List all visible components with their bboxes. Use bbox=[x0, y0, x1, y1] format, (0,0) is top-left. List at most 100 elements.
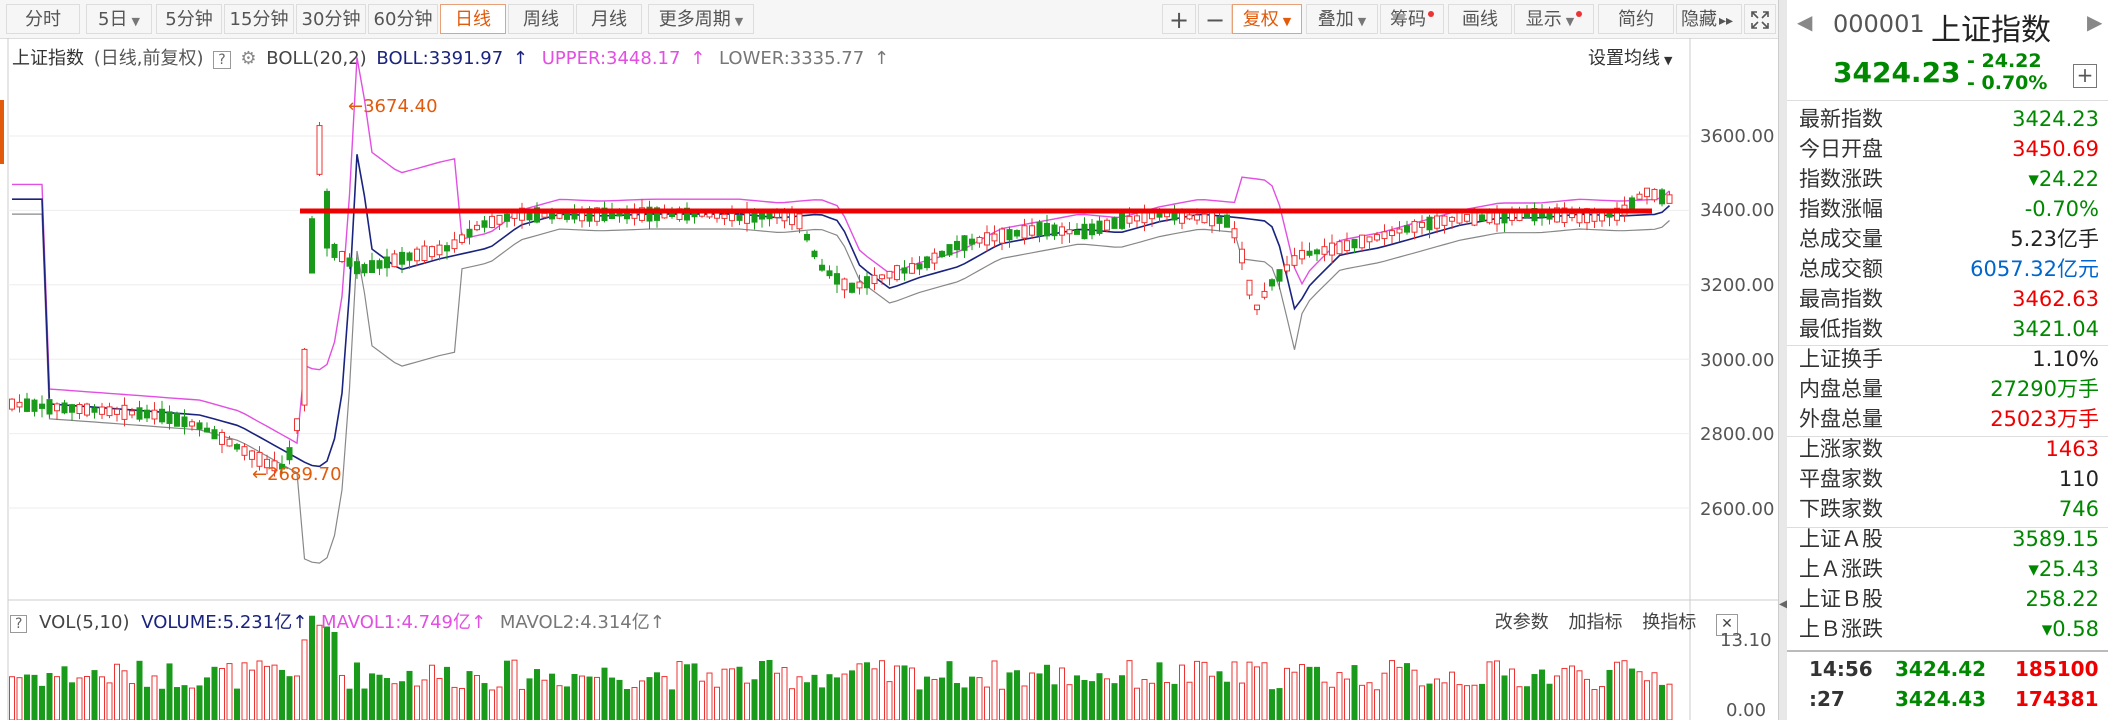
adjust-rights-dropdown[interactable]: 复权 ▼ bbox=[1232, 4, 1302, 34]
volume-bar bbox=[901, 665, 908, 720]
set-ma-dropdown[interactable]: 设置均线 ▼ bbox=[1588, 48, 1673, 69]
candle-body bbox=[1486, 212, 1493, 224]
volume-bar bbox=[1599, 686, 1605, 720]
tick-time: :27 bbox=[1809, 687, 1845, 711]
candle-body bbox=[946, 244, 953, 256]
help-icon[interactable]: ? bbox=[213, 51, 231, 69]
next-arrow-icon[interactable]: ▶ bbox=[2087, 10, 2103, 34]
volume-bar bbox=[369, 673, 375, 720]
candle-body bbox=[91, 407, 98, 413]
candle-body bbox=[1456, 212, 1463, 224]
candle-body bbox=[1029, 225, 1035, 236]
stock-name: 上证指数 bbox=[1931, 13, 2051, 48]
simple-mode-button[interactable]: 简约 bbox=[1598, 4, 1674, 34]
candle-body bbox=[1246, 279, 1253, 296]
period-tab-30min[interactable]: 30分钟 bbox=[296, 4, 366, 34]
gear-icon[interactable]: ⚙ bbox=[240, 48, 257, 69]
chip-distribution-button[interactable]: 筹码 bbox=[1380, 4, 1444, 34]
period-tab-60min[interactable]: 60分钟 bbox=[368, 4, 438, 34]
volume-bar bbox=[504, 660, 510, 720]
draw-line-button[interactable]: 画线 bbox=[1448, 4, 1512, 34]
volume-bar bbox=[1464, 685, 1470, 720]
volume-bar bbox=[1659, 684, 1665, 720]
hide-button[interactable]: 隐藏 ▸▸ bbox=[1676, 4, 1742, 34]
prev-arrow-icon[interactable]: ◀ bbox=[1797, 10, 1813, 34]
mid-band-line bbox=[12, 154, 1671, 468]
fullscreen-button[interactable] bbox=[1744, 4, 1776, 34]
quote-row: 今日开盘 3450.69 bbox=[1799, 134, 2099, 164]
volume-bar bbox=[594, 676, 600, 720]
candle-body bbox=[294, 418, 300, 432]
candle-body bbox=[16, 401, 23, 408]
quote-label: 指数涨幅 bbox=[1799, 197, 1883, 221]
candle-body bbox=[354, 261, 360, 275]
candle-body bbox=[916, 263, 923, 270]
candle-body bbox=[954, 240, 960, 251]
add-indicator-button[interactable]: 加指标 bbox=[1568, 612, 1623, 633]
candle-body bbox=[1531, 207, 1538, 222]
volume-bar bbox=[601, 667, 608, 720]
add-watchlist-button[interactable]: + bbox=[2073, 64, 2097, 88]
candle-body bbox=[511, 212, 518, 219]
volume-bar bbox=[541, 679, 548, 720]
vol-label: VOL(5,10) bbox=[39, 612, 130, 633]
period-tab-15min[interactable]: 15分钟 bbox=[224, 4, 294, 34]
overlay-dropdown[interactable]: 叠加 ▼ bbox=[1306, 4, 1378, 34]
candle-body bbox=[1021, 225, 1028, 239]
zoom-out-button[interactable]: − bbox=[1198, 4, 1232, 34]
price-tick: 3000.00 bbox=[1700, 350, 1775, 371]
candle-body bbox=[496, 214, 503, 225]
candle-body bbox=[804, 233, 810, 241]
volume-bar bbox=[924, 676, 930, 720]
candle-body bbox=[166, 411, 173, 424]
candle-body bbox=[1059, 226, 1065, 236]
notification-dot-icon bbox=[1428, 11, 1434, 17]
volume-bar bbox=[1276, 688, 1283, 720]
candle-body bbox=[1366, 236, 1373, 243]
volume-bar bbox=[144, 686, 150, 720]
volume-bar bbox=[796, 676, 803, 720]
period-tab-5day[interactable]: 5日 ▼ bbox=[86, 4, 152, 34]
candle-body bbox=[999, 228, 1005, 244]
quote-value: 1.10% bbox=[2032, 347, 2099, 371]
period-tab-daily[interactable]: 日线 bbox=[440, 4, 506, 34]
period-tab-monthly[interactable]: 月线 bbox=[576, 4, 642, 34]
candle-body bbox=[279, 463, 285, 470]
volume-bar bbox=[1149, 682, 1155, 720]
more-periods-dropdown[interactable]: 更多周期 ▼ bbox=[648, 4, 754, 34]
candle-body bbox=[556, 213, 563, 219]
volume-bar bbox=[811, 674, 818, 720]
volume-bar bbox=[1471, 684, 1478, 720]
volume-value: VOLUME:5.231亿 bbox=[141, 612, 293, 633]
period-tab-intraday[interactable]: 分时 bbox=[6, 4, 80, 34]
volume-bar bbox=[1509, 668, 1515, 720]
volume-bar bbox=[736, 666, 743, 720]
quote-value: -0.70% bbox=[2024, 197, 2099, 221]
period-tab-weekly[interactable]: 周线 bbox=[508, 4, 574, 34]
volume-bar bbox=[871, 668, 878, 720]
price-tick: 2600.00 bbox=[1700, 499, 1775, 520]
volume-bar bbox=[1186, 681, 1193, 720]
candle-body bbox=[121, 404, 128, 420]
candle-body bbox=[961, 235, 968, 251]
volume-bar bbox=[969, 676, 975, 720]
candle-body bbox=[369, 260, 375, 273]
candle-body bbox=[9, 398, 15, 410]
volume-bar bbox=[1449, 671, 1455, 720]
zoom-in-button[interactable]: + bbox=[1162, 4, 1196, 34]
edit-params-button[interactable]: 改参数 bbox=[1494, 612, 1549, 633]
help-icon[interactable]: ? bbox=[10, 615, 28, 633]
volume-bar bbox=[1224, 681, 1230, 720]
switch-indicator-button[interactable]: 换指标 bbox=[1642, 612, 1697, 633]
candle-body bbox=[1231, 228, 1238, 239]
volume-bar bbox=[1494, 660, 1500, 720]
period-tab-5min[interactable]: 5分钟 bbox=[156, 4, 222, 34]
tick-volume: 174381 bbox=[2015, 687, 2099, 711]
volume-bar bbox=[549, 673, 555, 720]
volume-bar bbox=[1434, 678, 1440, 720]
close-icon[interactable]: ✕ bbox=[1716, 614, 1738, 636]
volume-bar bbox=[54, 676, 60, 720]
display-dropdown[interactable]: 显示 ▼ bbox=[1514, 4, 1594, 34]
volume-bar bbox=[1074, 675, 1080, 720]
volume-bar bbox=[526, 678, 533, 720]
